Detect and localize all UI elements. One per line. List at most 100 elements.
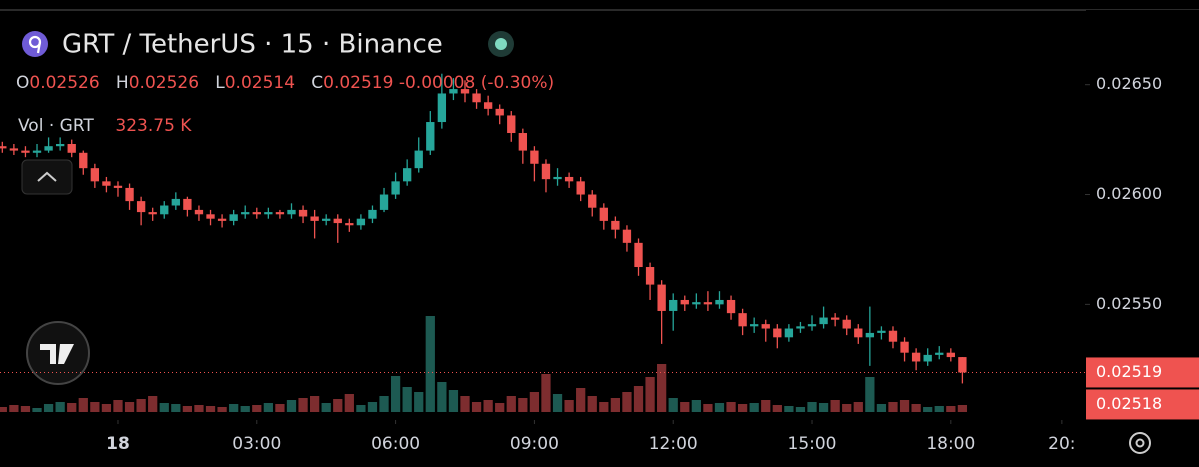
volume-bar: [737, 404, 748, 412]
logo[interactable]: [26, 321, 90, 385]
x-tick-label: 20:: [1048, 434, 1075, 454]
ohlc-legend: O0.02526 H0.02526 L0.02514 C0.02519 -0.0…: [16, 73, 554, 93]
x-tick-label: 09:00: [510, 434, 559, 454]
volume-bar: [957, 405, 968, 412]
candle-body: [622, 229, 632, 243]
volume-bar: [90, 402, 100, 412]
volume-bar: [495, 403, 505, 412]
candle-body: [356, 218, 366, 226]
y-tick-label: 0.02650: [1096, 74, 1162, 93]
volume-bar: [888, 402, 898, 412]
candle-body: [217, 218, 227, 221]
candle-body: [530, 150, 539, 164]
volume-bar: [680, 402, 690, 412]
x-tick-label: 18:00: [926, 434, 975, 454]
x-tick-label: 06:00: [371, 434, 420, 454]
candle-body: [842, 319, 851, 329]
chart-title: GRT / TetherUS · 15 · Binance: [62, 30, 443, 60]
candle-body: [830, 317, 840, 320]
candle-body: [379, 194, 389, 210]
candle-body: [495, 108, 504, 116]
legend-value: 0.02526: [128, 73, 200, 93]
candle-body: [715, 299, 724, 305]
volume-bar: [599, 402, 609, 412]
volume-bar: [136, 399, 146, 412]
price-tag-label: 0.02518: [1096, 394, 1162, 413]
candle-body: [599, 207, 608, 221]
volume-bar: [714, 403, 725, 412]
volume-bar: [101, 404, 112, 412]
collapse-button[interactable]: [21, 159, 73, 195]
volume-bar: [911, 404, 921, 412]
candle-body: [773, 328, 782, 338]
price-tag-label: 0.02519: [1096, 362, 1162, 381]
volume-bar: [795, 407, 806, 412]
candle-body: [541, 163, 551, 180]
candle-body: [507, 115, 516, 134]
price-tag: [1086, 357, 1199, 388]
candle-body: [738, 313, 747, 327]
volume-bar: [587, 396, 597, 412]
candle-body: [761, 324, 770, 329]
price-tag: [1086, 389, 1199, 420]
candle-body: [183, 198, 192, 210]
candle-body: [160, 205, 169, 215]
volume-bar: [229, 404, 239, 412]
candle-body: [403, 168, 412, 182]
volume-bar: [749, 403, 759, 412]
candle-body: [819, 317, 828, 325]
volume-bar: [934, 406, 944, 412]
volume-bar: [923, 407, 933, 412]
volume-legend: Vol · GRT 323.75 K: [18, 116, 191, 136]
candle-body: [90, 168, 100, 182]
legend-value: 0.02526: [29, 73, 100, 93]
legend-key: L: [215, 73, 225, 93]
volume-bar: [367, 402, 378, 412]
y-tick-label: 0.02550: [1096, 294, 1162, 313]
volume-bar: [159, 403, 169, 412]
settings-icon[interactable]: [1129, 432, 1151, 454]
candle-body: [645, 267, 655, 285]
volume-bar: [182, 406, 193, 412]
volume-bar: [263, 403, 273, 412]
candle-body: [946, 352, 955, 358]
volume-bar: [622, 392, 632, 412]
volume-bar: [483, 400, 493, 412]
volume-bar: [899, 400, 910, 412]
candle-body: [44, 146, 53, 151]
candle-body: [333, 218, 342, 224]
candle-body: [958, 357, 967, 373]
candle-body: [935, 352, 944, 355]
volume-bar: [402, 387, 412, 412]
legend-value: 0.02514: [224, 73, 296, 93]
volume-bar: [20, 406, 31, 412]
candle-body: [55, 144, 65, 147]
volume-bar: [448, 390, 459, 412]
volume-bar: [390, 376, 401, 412]
candle-body: [414, 150, 423, 169]
candle-body: [692, 302, 701, 305]
volume-bar: [842, 404, 852, 412]
candle-body: [136, 201, 146, 213]
candle-body: [703, 302, 713, 305]
volume-bar: [784, 406, 794, 412]
plot-area: [0, 73, 968, 412]
volume-bar: [506, 396, 516, 412]
candle-body: [669, 299, 678, 311]
candle-body: [923, 354, 932, 362]
candle-body: [194, 209, 204, 215]
volume-bar: [876, 404, 887, 412]
volume-bar: [946, 406, 956, 412]
candle-body: [113, 185, 123, 188]
volume-bar: [552, 394, 563, 412]
volume-bar: [148, 396, 158, 412]
volume-bar: [633, 386, 644, 412]
candle-body: [21, 150, 30, 153]
candle-body: [252, 212, 261, 215]
coin-icon: [22, 31, 48, 57]
candle-body: [784, 328, 794, 338]
volume-bar: [645, 377, 655, 412]
volume-bar: [78, 398, 88, 412]
volume-bar: [818, 403, 829, 412]
